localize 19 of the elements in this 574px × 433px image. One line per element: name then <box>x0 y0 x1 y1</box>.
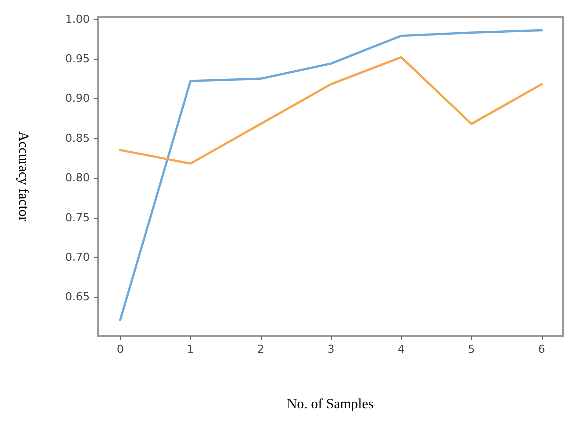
y-axis-title: Accuracy factor <box>16 132 30 222</box>
y-tick-label: 0.85 <box>66 132 90 145</box>
y-tick-label: 0.65 <box>66 290 90 304</box>
y-tick-label: 0.95 <box>66 52 90 66</box>
x-tick-label: 6 <box>538 343 546 356</box>
y-tick-label: 0.70 <box>66 250 90 264</box>
x-tick-label: 1 <box>187 343 194 356</box>
x-tick-label: 0 <box>116 343 124 356</box>
x-axis-title: No. of Samples <box>287 398 374 412</box>
x-tick-label: 3 <box>328 343 335 356</box>
line-series <box>119 29 544 322</box>
x-tick-label: 5 <box>468 343 476 356</box>
y-tick-label: 1.00 <box>66 12 90 26</box>
x-tick-label: 2 <box>257 343 264 356</box>
line-series <box>119 56 544 165</box>
x-tick-label: 4 <box>398 343 405 356</box>
y-tick-label: 0.90 <box>66 92 90 106</box>
y-tick-label: 0.80 <box>66 172 90 185</box>
y-tick-label: 0.75 <box>66 211 90 224</box>
